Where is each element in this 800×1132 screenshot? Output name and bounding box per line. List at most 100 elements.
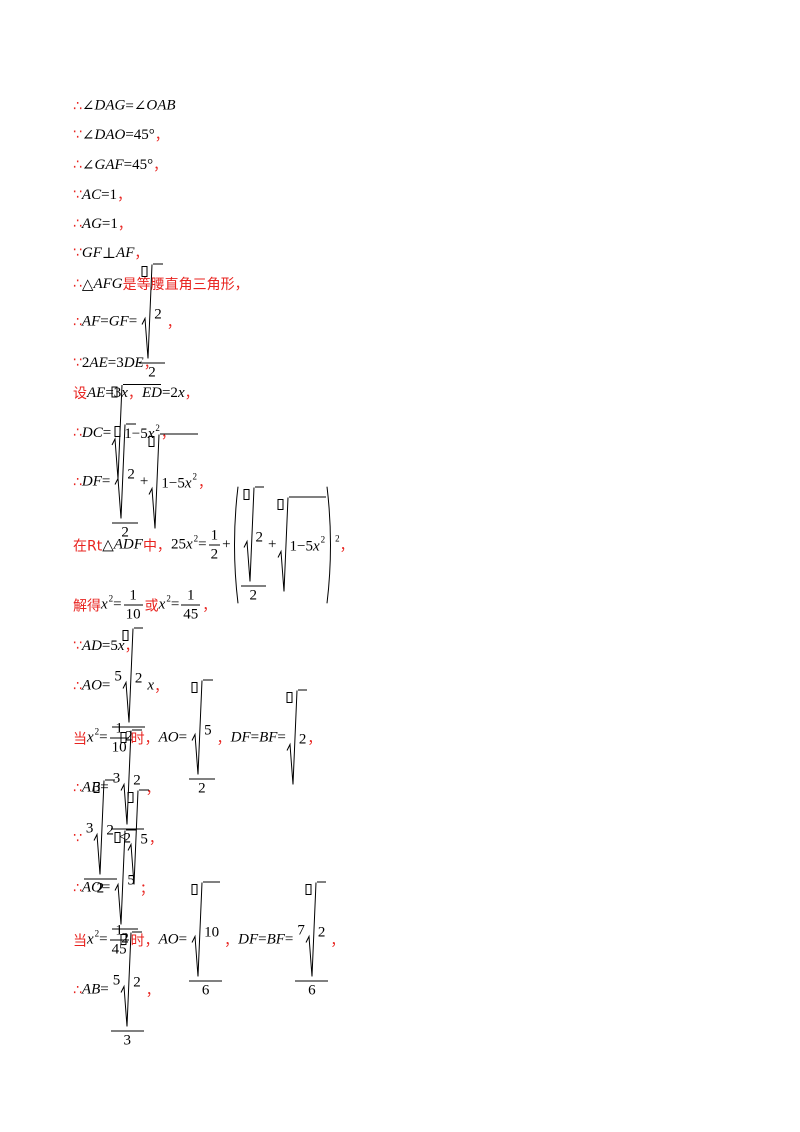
math-text: 2 [249,587,258,604]
math-text: 5 [127,872,135,888]
math-text: 1−5 [124,426,148,442]
solution-line: 解得 x 2 = 1 10 或 x 2 = 1 45， [73,587,216,624]
fraction: 1 45 [109,922,129,959]
math-var: x [87,729,94,746]
radical: 2 [120,931,142,1031]
math-var: OAB [146,97,176,114]
cn-text: ∵ [73,638,82,654]
superscript: 2 [193,533,199,543]
math-text: 7 [297,922,305,939]
math-text: = [178,931,188,948]
math-text: 1 [129,587,137,604]
cn-text: ， [145,781,160,797]
radicand: 1−5 x 2 [288,496,327,595]
cn-text: ， [145,983,160,999]
superscript: 2 [192,471,198,482]
math-text: 2 [133,772,141,788]
cn-text: 时， [130,731,159,747]
math-var: x [158,596,166,613]
radical: 5 [114,829,136,929]
math-text: 45 [183,606,199,623]
superscript: 2 [320,534,326,545]
superscript: 2 [166,593,171,603]
math-text: = [170,596,180,613]
numerator: 1 [113,922,125,940]
radical-sign [93,779,105,879]
math-text: = [128,313,138,330]
solution-line: ∵ AC =1， [73,185,131,205]
cn-text: ， [307,731,322,747]
denominator: 2 [121,830,133,848]
fraction-bar [189,778,215,780]
radical-sign-stroke [192,681,202,775]
radical-sign-stroke [123,629,133,723]
math-var: AO [158,729,179,746]
radical-sign [120,931,132,1031]
fraction-bar [295,980,329,982]
math-text: 1 [210,527,219,544]
radical-sign [114,423,126,523]
fraction-bar [123,604,143,606]
solution-line: 在Rt △ ADF 中， 25 x 2 = 1 2 +2 2 +1−5 x 2 2， [73,486,354,605]
cn-text: ， [160,426,175,442]
math-var: AO [158,931,179,948]
cn-text: ∴ [73,780,82,796]
cn-text: 或 [144,598,159,614]
radical-sign-stroke [244,488,254,582]
cn-text: ∴ [73,678,82,694]
left-paren-stroke [234,487,238,604]
numerator: 10 [189,881,222,981]
math-var: AE [87,384,106,401]
radicand: 2 [297,689,308,788]
math-text: < [118,829,128,846]
radical-sign-stroke [115,831,125,925]
radical-sign-stroke [128,790,138,884]
radical-sign [277,495,289,595]
math-text: = [102,424,112,441]
radical: 1−5 x 2 [277,495,327,595]
cn-text: 当 [73,933,87,949]
math-text: =2 [161,384,178,401]
radical: 2 [114,423,136,523]
denominator: 45 [181,606,200,624]
cn-text: ∴ [73,880,82,896]
math-text: 6 [308,982,316,999]
radicand: 5 [139,789,149,888]
superscript: 2 [94,928,100,938]
denominator: 45 [110,941,129,959]
math-var: x [185,536,193,553]
math-text: = [99,729,108,746]
math-text: = [101,677,111,694]
left-paren [231,486,239,605]
math-var: BF [266,931,285,948]
math-text: 5 [204,722,212,738]
fraction-bar [112,928,138,930]
cn-text: ， [216,731,231,747]
radicand: 1−5 x 2 [123,384,161,483]
solution-line: ∵ ∠ DAO =45°， [73,125,169,145]
cn-text: ∵ [73,355,82,371]
math-text: 2 [317,924,326,940]
fraction-bar [83,878,117,880]
radical: 5 [191,679,213,779]
math-text: 5 [140,831,148,847]
radical: 10 [191,881,221,981]
math-var: x [117,637,125,654]
numerator: 5 [189,679,215,779]
math-text: 3 [85,820,94,837]
cn-text: ， [143,356,158,372]
cn-text: 在Rt [73,538,103,554]
math-text: 2 [198,780,206,797]
fraction-bar [189,980,223,982]
parentheses: 2 2 +1−5 x 2 [231,486,335,605]
math-var: AF [116,244,135,261]
math-text: 1 [187,587,195,604]
radical-sign [191,679,203,779]
radical: 2 [305,881,327,981]
radicand: 2 [316,881,327,981]
cn-text: ， [153,158,168,174]
